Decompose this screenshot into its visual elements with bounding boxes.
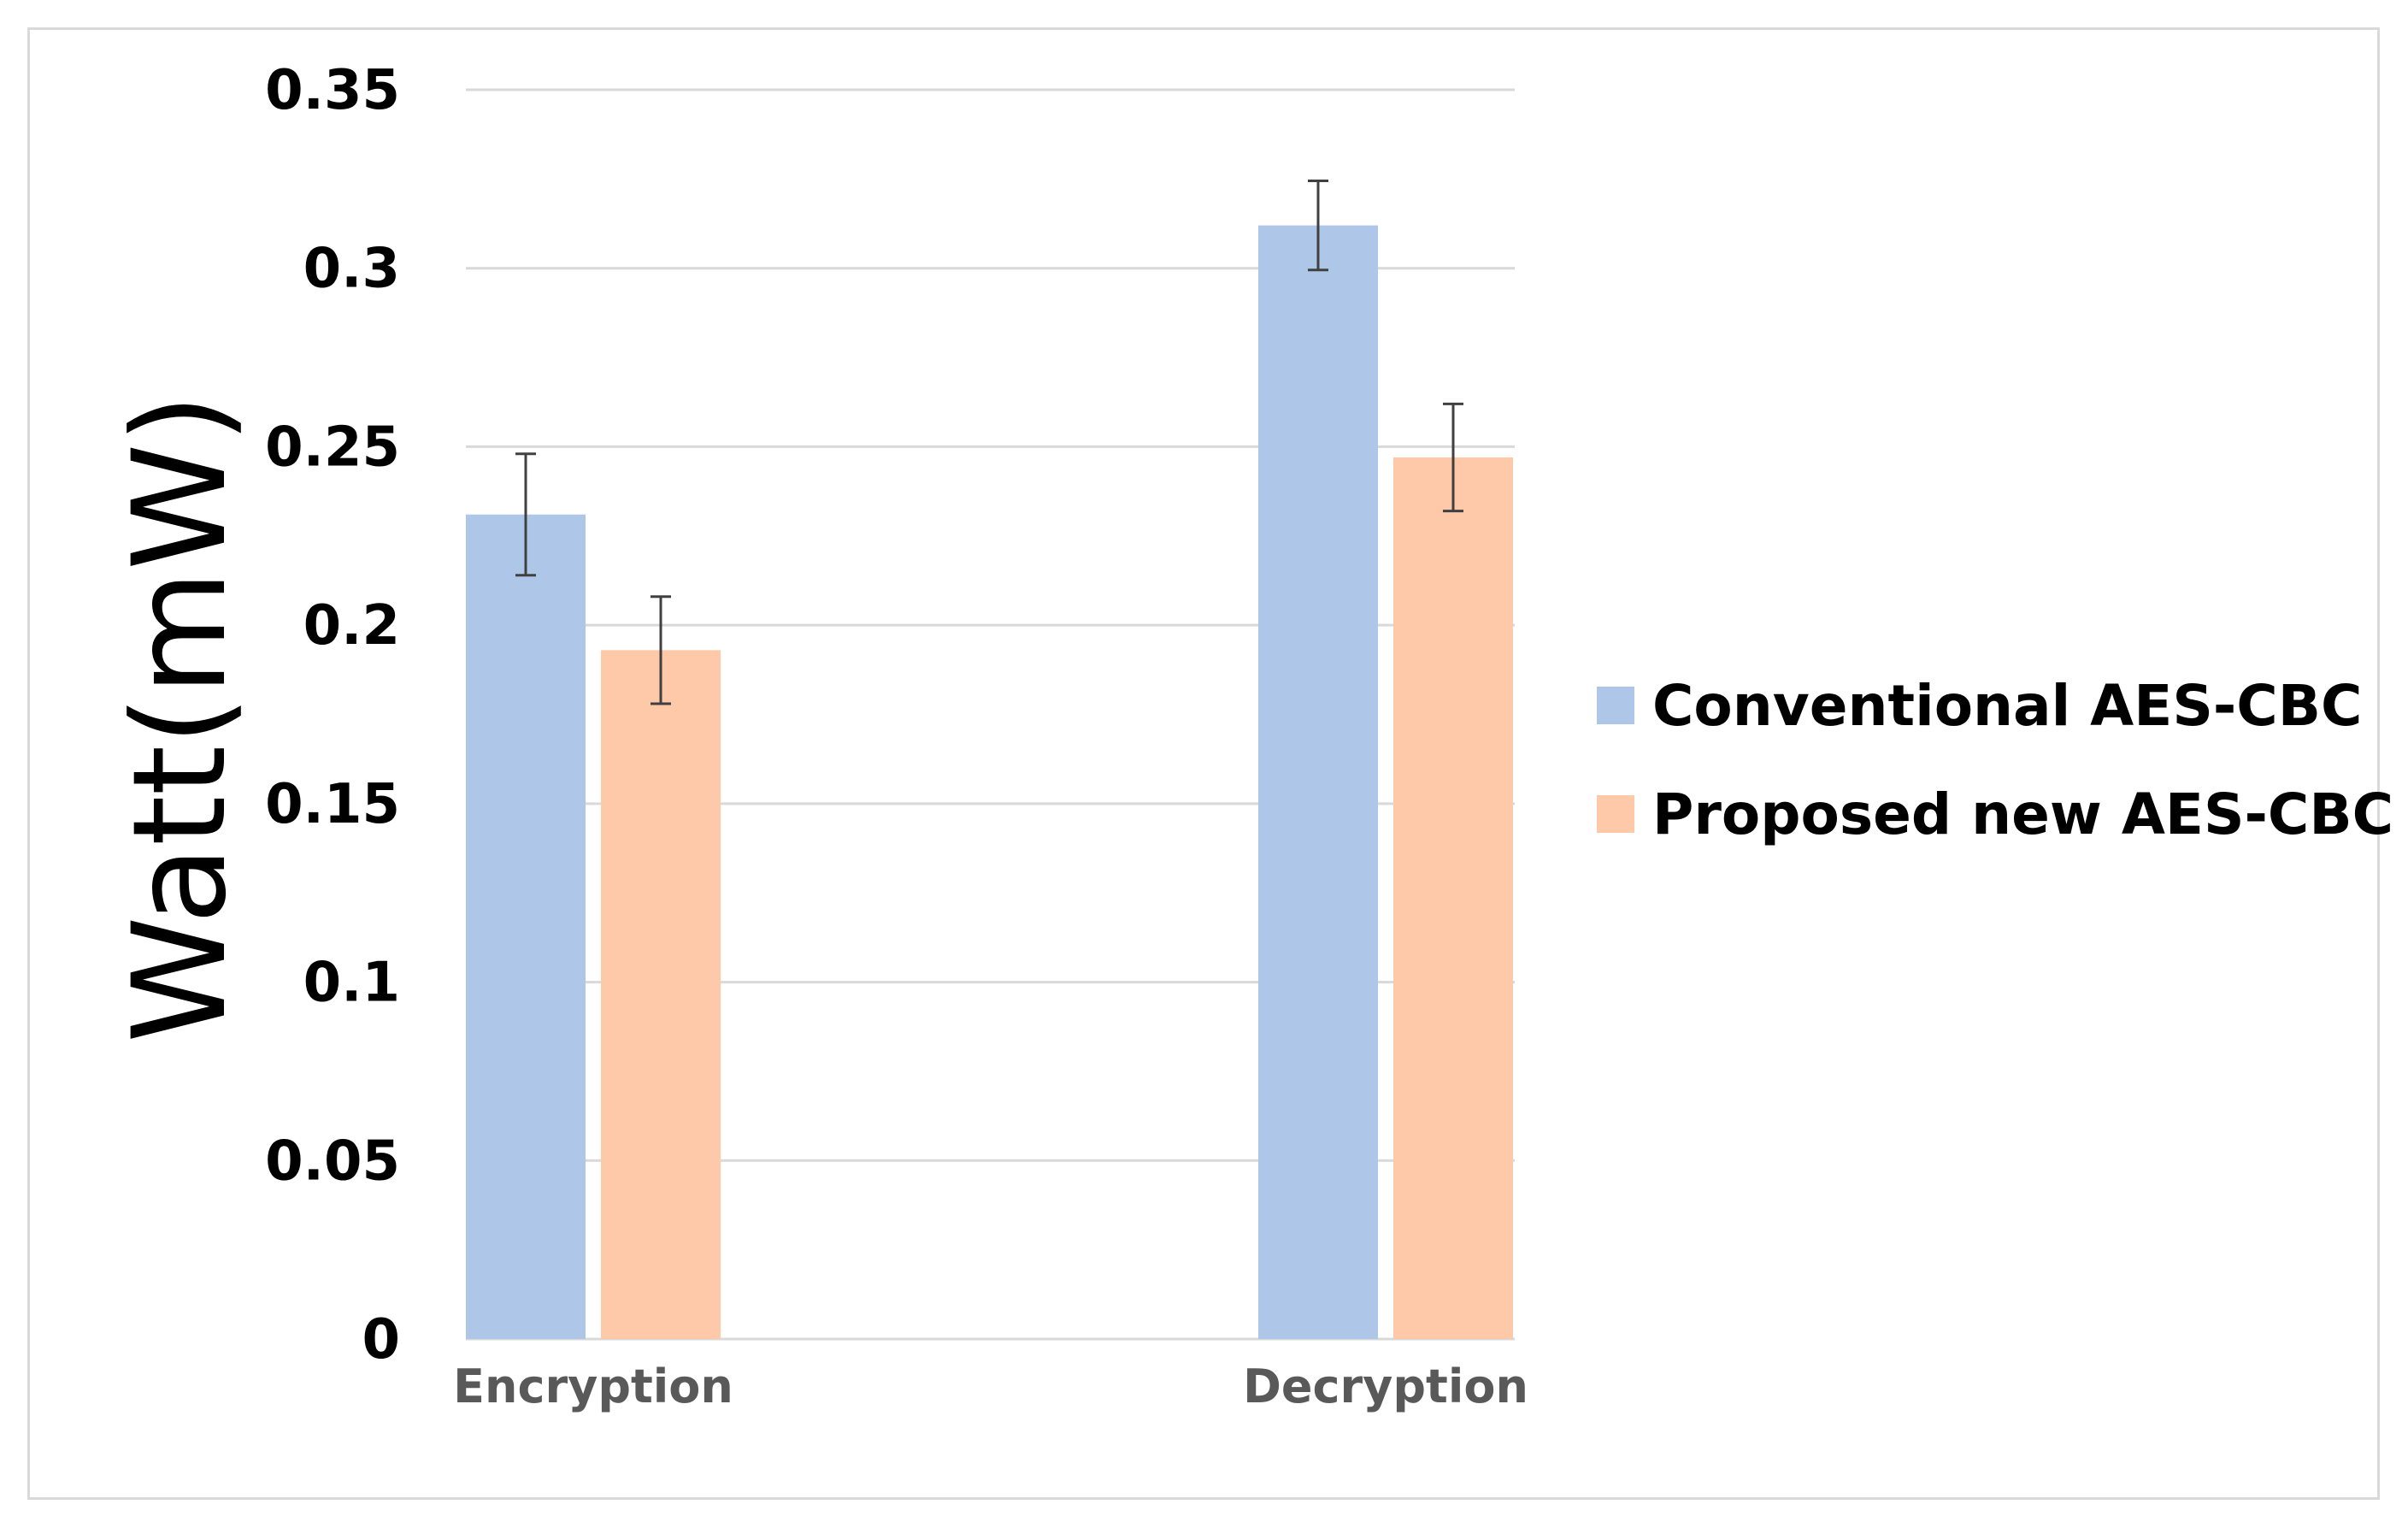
y-axis-title: Watt(mW): [106, 393, 255, 1043]
bar-encryption-series-1: [601, 650, 721, 1339]
y-tick-label: 0.1: [303, 952, 400, 1015]
legend-swatch-series-1: [1597, 795, 1634, 833]
category-label-decryption: Decryption: [1243, 1360, 1528, 1413]
y-tick-label: 0.2: [303, 594, 400, 658]
y-tick-label: 0.25: [265, 416, 400, 479]
chart-frame: [27, 27, 2380, 1500]
bar-decryption-series-1: [1393, 457, 1513, 1339]
y-axis-tick-labels: 0 0.05 0.1 0.15 0.2 0.25 0.3 0.35: [265, 59, 400, 1372]
bar-encryption-series-0: [466, 514, 586, 1339]
category-label-encryption: Encryption: [453, 1360, 733, 1413]
bar-decryption-series-0: [1258, 225, 1378, 1340]
y-tick-label: 0.35: [265, 59, 400, 122]
legend: Conventional AES-CBC Proposed new AES-CBC: [1597, 673, 2393, 847]
y-tick-label: 0.15: [265, 773, 400, 836]
x-axis-category-labels: Encryption Decryption: [453, 1360, 1528, 1413]
legend-label-series-1: Proposed new AES-CBC: [1652, 782, 2393, 847]
y-tick-label: 0.05: [265, 1130, 400, 1193]
error-bars: [515, 179, 1463, 705]
y-tick-label: 0: [362, 1308, 400, 1372]
y-tick-label: 0.3: [303, 238, 400, 301]
bars: [466, 225, 1513, 1340]
legend-swatch-series-0: [1597, 687, 1634, 724]
legend-label-series-0: Conventional AES-CBC: [1652, 673, 2362, 739]
